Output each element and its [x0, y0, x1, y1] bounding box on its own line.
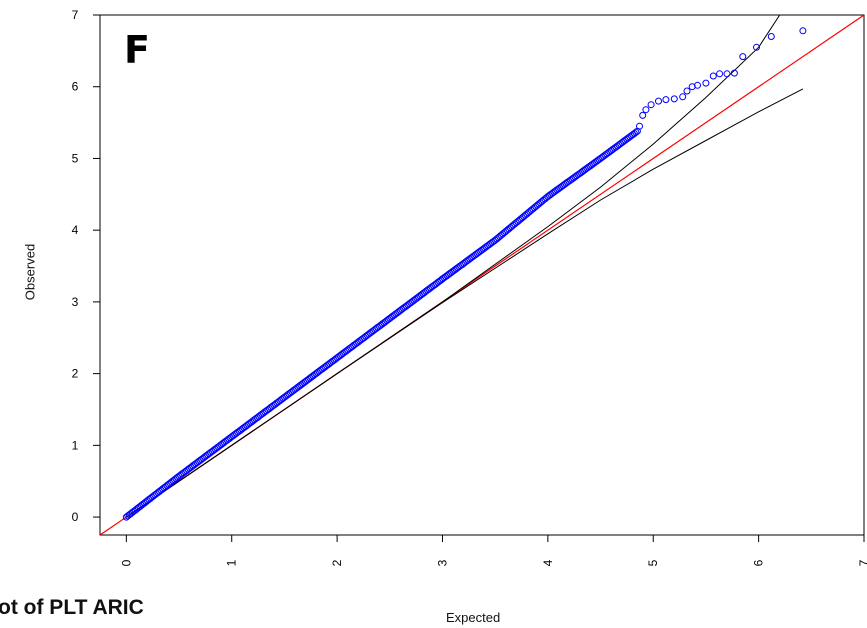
- data-point: [753, 43, 760, 51]
- confidence-band-lower: [126, 88, 804, 518]
- y-tick-label: 7: [72, 8, 79, 22]
- y-tick-label: 2: [72, 367, 79, 381]
- data-point: [655, 97, 662, 105]
- y-tick-label: 6: [72, 80, 79, 94]
- data-point: [723, 70, 731, 78]
- x-tick-label: 3: [435, 559, 449, 566]
- plot-frame: [99, 14, 865, 536]
- data-point: [670, 95, 678, 103]
- data-point: [642, 106, 650, 114]
- data-point: [709, 72, 717, 80]
- x-tick-label: 5: [646, 559, 660, 566]
- data-point: [716, 70, 724, 78]
- x-tick-label: 7: [857, 559, 867, 566]
- data-point: [632, 128, 640, 136]
- data-point: [647, 101, 655, 109]
- y-tick-label: 3: [72, 295, 79, 309]
- y-tick-label: 5: [72, 151, 79, 165]
- x-tick-label: 0: [119, 559, 133, 566]
- x-tick-label: 6: [752, 559, 766, 566]
- data-point: [636, 122, 643, 130]
- y-tick-label: 0: [72, 510, 79, 524]
- data-point: [799, 27, 807, 35]
- y-tick-label: 4: [72, 223, 79, 237]
- x-tick-label: 4: [541, 559, 555, 566]
- data-point: [694, 81, 701, 89]
- data-point: [662, 96, 670, 104]
- plot-title: ot of PLT ARIC: [0, 596, 144, 619]
- data-point: [730, 69, 738, 77]
- x-tick-label: 2: [330, 559, 344, 566]
- x-axis: 0 1 2 3 4 5 6 7: [119, 535, 867, 566]
- data-point: [679, 93, 687, 101]
- y-tick-label: 1: [72, 438, 79, 452]
- y-axis: 0 1 2 3 4 5 6 7: [72, 8, 100, 524]
- panel-label: F: [124, 28, 150, 72]
- data-point: [739, 53, 747, 61]
- data-point: [767, 33, 775, 40]
- x-axis-label: Expected: [446, 610, 501, 625]
- x-tick-label: 1: [225, 559, 239, 566]
- data-point: [702, 79, 710, 87]
- data-point: [683, 87, 691, 95]
- y-axis-label: Observed: [22, 243, 38, 301]
- plot-series: [100, 15, 864, 535]
- data-point: [639, 111, 647, 119]
